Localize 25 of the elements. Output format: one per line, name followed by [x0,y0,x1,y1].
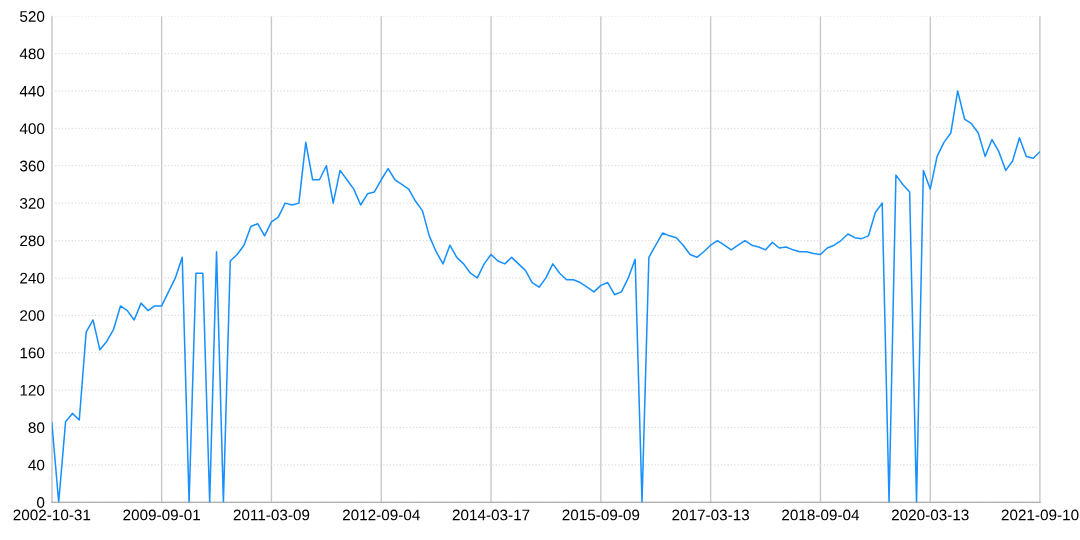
x-tick-label: 2020-03-13 [891,509,969,521]
y-tick-label: 400 [19,123,45,135]
x-tick-label: 2011-03-09 [233,509,310,521]
y-tick-label: 280 [20,235,45,247]
y-tick-label: 520 [20,11,45,22]
x-tick-label: 2014-03-17 [452,509,530,521]
x-tick-label: 2009-09-01 [123,509,200,521]
y-tick-label: 240 [20,272,45,284]
y-tick-label: 0 [37,497,45,508]
y-tick-label: 440 [19,85,45,97]
x-tick-label: 2012-09-04 [342,509,420,521]
x-tick-label: 2018-09-04 [782,509,860,521]
x-tick-label: 2002-10-31 [13,509,91,521]
y-tick-label: 200 [20,310,45,321]
x-tick-label: 2017-03-13 [672,509,750,521]
y-tick-label: 40 [28,459,45,471]
x-tick-label: 2021-09-10 [1001,509,1079,521]
y-tick-label: 120 [20,384,45,396]
y-tick-label: 360 [19,160,45,172]
line-series [51,90,1041,503]
y-tick-label: 80 [28,422,45,434]
y-tick-label: 320 [19,197,45,209]
y-tick-label: 160 [20,347,45,359]
x-tick-label: 2015-09-09 [562,509,640,521]
y-tick-label: 480 [19,48,45,60]
